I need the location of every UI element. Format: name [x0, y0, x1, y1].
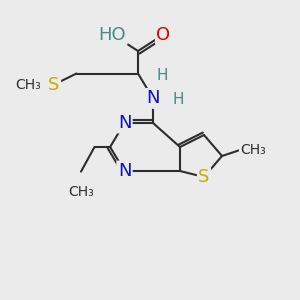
Text: H: H [156, 68, 168, 83]
Text: S: S [198, 168, 210, 186]
Text: S: S [48, 76, 60, 94]
Text: CH₃: CH₃ [240, 143, 266, 157]
Text: N: N [146, 89, 160, 107]
Text: CH₃: CH₃ [68, 185, 94, 199]
Text: N: N [118, 162, 131, 180]
Text: HO: HO [99, 26, 126, 44]
Text: O: O [156, 26, 171, 44]
Text: N: N [118, 114, 131, 132]
Text: H: H [173, 92, 184, 107]
Text: CH₃: CH₃ [16, 78, 41, 92]
